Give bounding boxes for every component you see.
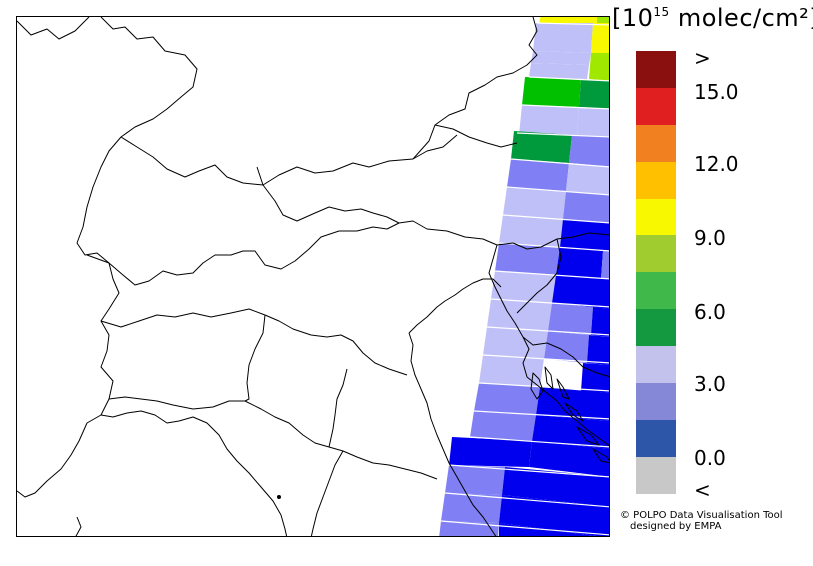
swath-pixel [519, 105, 579, 137]
swath-pixel [601, 251, 609, 279]
swath-pixel [539, 17, 597, 23]
swath-pixel [479, 355, 544, 387]
color-scale-swatch [636, 383, 676, 420]
color-scale-swatch [636, 309, 676, 347]
credit-line-1: © POLPO Data Visualisation Tool [620, 510, 783, 521]
swath-pixel [591, 23, 609, 53]
credit-text: © POLPO Data Visualisation Tool designed… [620, 510, 783, 532]
swath-pixel [470, 411, 536, 441]
swath-pixel [544, 331, 589, 363]
tick-label: 9.0 [694, 226, 726, 250]
swath-pixel [487, 299, 552, 331]
swath-pixel [449, 437, 532, 467]
color-scale-swatch [636, 51, 676, 88]
color-scale [636, 51, 676, 494]
swath-pixel [507, 159, 569, 191]
swath-pixels [439, 17, 609, 536]
map-canvas [17, 17, 609, 536]
swath-pixel [540, 359, 583, 391]
swath-pixel [531, 51, 591, 65]
swath-pixel [491, 271, 556, 303]
credit-line-2: designed by EMPA [630, 521, 722, 532]
color-scale-swatch [636, 87, 676, 125]
map-panel [16, 16, 610, 537]
tick-label: 15.0 [694, 80, 739, 104]
tick-label: 3.0 [694, 372, 726, 396]
swath-pixel [483, 327, 548, 359]
swath-pixel [445, 465, 505, 495]
swath-pixel [560, 219, 609, 251]
color-scale-swatch [636, 198, 676, 236]
tick-label: < [694, 478, 711, 502]
swath-pixel [495, 243, 560, 275]
color-scale-swatch [636, 161, 676, 199]
tick-label: 12.0 [694, 152, 739, 176]
swath-pixel [548, 303, 593, 335]
swath-pixel [474, 383, 540, 415]
country-borders [17, 17, 609, 536]
swath-pixel [499, 215, 563, 247]
swath-pixel [566, 163, 609, 195]
color-scale-swatch [636, 456, 676, 494]
swath-pixel [441, 493, 502, 523]
unit-label: [1015 molec/cm²] [612, 4, 813, 32]
swath-pixel [597, 17, 609, 23]
swath-seams [440, 22, 609, 536]
swath-pixel [536, 387, 609, 421]
tick-label: 6.0 [694, 300, 726, 324]
unit-prefix: [10 [612, 4, 654, 32]
swath-pixel [499, 495, 609, 536]
swath-pixel [569, 135, 609, 167]
swath-pixel [552, 275, 609, 309]
swath-pixel [533, 23, 593, 53]
swath-pixel [587, 335, 609, 365]
swath-pixel [529, 441, 609, 477]
swath-pixel [563, 191, 609, 223]
color-scale-swatch [636, 124, 676, 162]
swath-pixel [577, 107, 609, 139]
tick-label: 0.0 [694, 446, 726, 470]
swath-pixel [579, 79, 609, 109]
color-scale-swatch [636, 272, 676, 310]
tick-label: > [694, 46, 711, 70]
swath-pixel [581, 363, 609, 393]
swath-pixel [556, 247, 603, 279]
swath-pixel [502, 467, 609, 507]
swath-pixel [589, 53, 609, 81]
swath-pixel [511, 131, 572, 163]
unit-suffix: molec/cm²] [669, 4, 813, 32]
swath-pixel [529, 63, 589, 79]
swath-pixel [503, 187, 566, 219]
color-scale-swatch [636, 419, 676, 457]
swath-pixel [591, 307, 609, 337]
color-scale-swatch [636, 346, 676, 384]
unit-exponent: 15 [653, 5, 670, 19]
swath-pixel [532, 415, 609, 449]
color-scale-swatch [636, 235, 676, 273]
swath-pixel [522, 77, 581, 107]
